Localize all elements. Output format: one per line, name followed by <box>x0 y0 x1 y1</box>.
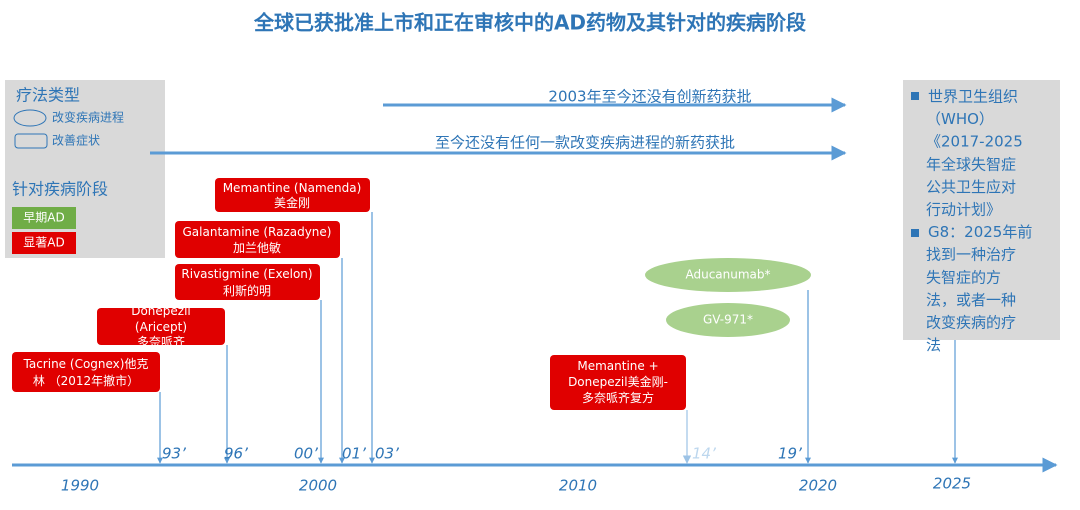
drug-label: Donepezil (Aricept)多奈哌齐 <box>131 304 191 349</box>
panel-line: 行动计划》 <box>926 201 1001 219</box>
note: 至今还没有任何一款改变疾病进程的新药获批 <box>435 134 735 152</box>
stage-swatch <box>12 207 76 229</box>
panel-line: 年全球失智症 <box>926 155 1016 173</box>
drug-box <box>175 264 320 300</box>
year-label: 2000 <box>299 477 337 495</box>
legend-label: 显著AD <box>23 236 64 250</box>
approval-label: 01’ <box>342 445 366 463</box>
drug-box <box>175 221 340 258</box>
title: 全球已获批准上市和正在审核中的AD药物及其针对的疾病阶段 <box>253 11 806 35</box>
panel-line: 改变疾病的疗 <box>926 314 1016 332</box>
legend-label: 改变疾病进程 <box>52 110 124 125</box>
approval-label: 00’ <box>294 445 318 463</box>
approval-label: 96’ <box>224 445 248 463</box>
panel-line: 失智症的方 <box>926 268 1001 286</box>
legend-heading: 疗法类型 <box>16 86 80 105</box>
ellipse-icon <box>13 109 47 127</box>
drug-label: Galantamine (Razadyne)加兰他敏 <box>183 225 332 255</box>
panel-line: 世界卫生组织 <box>928 88 1018 106</box>
drug-label: Memantine (Namenda)美金刚 <box>223 181 362 210</box>
bullet <box>911 229 919 237</box>
year-label: 2020 <box>799 477 837 495</box>
drug-box <box>215 178 370 212</box>
pipeline-label: Aducanumab* <box>685 268 770 282</box>
pipeline-label: GV-971* <box>703 313 753 327</box>
approval-label: 93’ <box>162 445 186 463</box>
drug-box <box>97 308 225 345</box>
year-label: 2025 <box>933 475 971 493</box>
stage-swatch <box>12 232 76 254</box>
drug-label: Memantine + Donepezil美金刚-多奈哌齐复方 <box>568 359 668 405</box>
rect-icon <box>14 133 48 149</box>
pipeline-ellipse <box>645 258 811 292</box>
pipeline-ellipse <box>666 303 790 337</box>
legend-box <box>5 80 165 258</box>
info-panel <box>903 80 1060 340</box>
approval-label: 14’ <box>692 445 716 463</box>
panel-line: （WHO） <box>926 110 994 128</box>
drug-box <box>12 352 160 392</box>
panel-line: G8：2025年前 <box>928 223 1032 241</box>
panel-line: 公共卫生应对 <box>926 178 1016 196</box>
drug-label: Rivastigmine (Exelon)利斯的明 <box>181 267 312 298</box>
panel-line: 《2017-2025 <box>926 133 1023 151</box>
year-label: 2010 <box>559 477 597 495</box>
drug-label: Tacrine (Cognex)他克林 （2012年撤市） <box>23 357 149 388</box>
connectors <box>157 212 958 464</box>
legend-label: 早期AD <box>23 211 64 225</box>
panel-line: 找到一种治疗 <box>926 246 1016 264</box>
bullet <box>911 92 919 100</box>
legend-label: 改善症状 <box>52 133 100 148</box>
note: 2003年至今还没有创新药获批 <box>548 88 751 106</box>
panel-line: 法 <box>926 336 941 354</box>
approval-label: 19’ <box>778 445 802 463</box>
legend-heading: 针对疾病阶段 <box>12 180 108 199</box>
approval-label: 03’ <box>375 445 399 463</box>
drug-box <box>550 355 686 410</box>
year-label: 1990 <box>61 477 99 495</box>
panel-line: 法，或者一种 <box>926 291 1016 309</box>
